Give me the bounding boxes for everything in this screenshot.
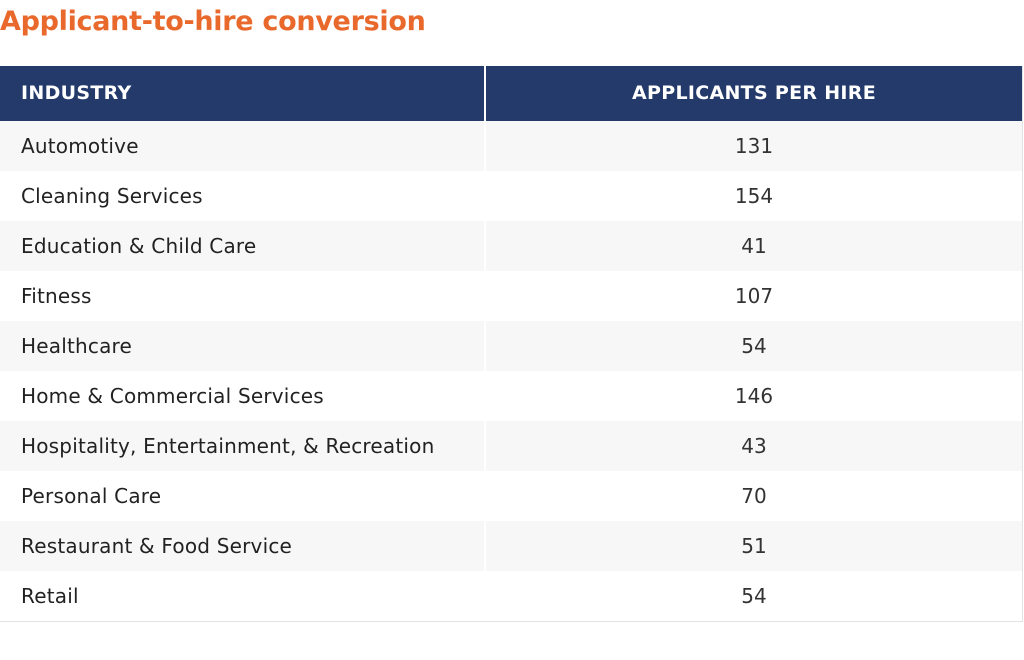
applicants-per-hire-cell: 41	[741, 234, 767, 258]
industry-cell: Hospitality, Entertainment, & Recreation	[0, 421, 486, 471]
industry-cell: Home & Commercial Services	[0, 371, 486, 421]
table-row: Education & Child Care 41	[0, 221, 1022, 271]
industry-cell: Restaurant & Food Service	[0, 521, 486, 571]
table-row: Hospitality, Entertainment, & Recreation…	[0, 421, 1022, 471]
industry-cell: Automotive	[0, 121, 486, 171]
industry-cell: Healthcare	[0, 321, 486, 371]
industry-cell: Personal Care	[0, 471, 486, 521]
industry-cell: Retail	[0, 571, 486, 621]
table-row: Fitness 107	[0, 271, 1022, 321]
conversion-table: INDUSTRY APPLICANTS PER HIRE Automotive …	[0, 66, 1023, 622]
applicants-per-hire-cell: 107	[734, 284, 774, 308]
applicants-per-hire-cell: 131	[734, 134, 774, 158]
applicants-per-hire-cell: 54	[741, 584, 767, 608]
industry-cell: Fitness	[0, 271, 486, 321]
table-row: Restaurant & Food Service 51	[0, 521, 1022, 571]
applicants-per-hire-cell: 51	[741, 534, 767, 558]
table-row: Healthcare 54	[0, 321, 1022, 371]
applicants-per-hire-cell: 146	[734, 384, 774, 408]
header-industry: INDUSTRY	[0, 66, 486, 121]
header-applicants-per-hire: APPLICANTS PER HIRE	[632, 82, 876, 104]
applicants-per-hire-cell: 43	[741, 434, 767, 458]
table-row: Automotive 131	[0, 121, 1022, 171]
applicants-per-hire-cell: 70	[741, 484, 767, 508]
table-row: Home & Commercial Services 146	[0, 371, 1022, 421]
applicants-per-hire-cell: 154	[734, 184, 774, 208]
applicants-per-hire-cell: 54	[741, 334, 767, 358]
table-row: Personal Care 70	[0, 471, 1022, 521]
industry-cell: Cleaning Services	[0, 171, 486, 221]
table-row: Retail 54	[0, 571, 1022, 621]
table-row: Cleaning Services 154	[0, 171, 1022, 221]
page-title: Applicant-to-hire conversion	[0, 6, 426, 37]
industry-cell: Education & Child Care	[0, 221, 486, 271]
table-header: INDUSTRY APPLICANTS PER HIRE	[0, 66, 1022, 121]
